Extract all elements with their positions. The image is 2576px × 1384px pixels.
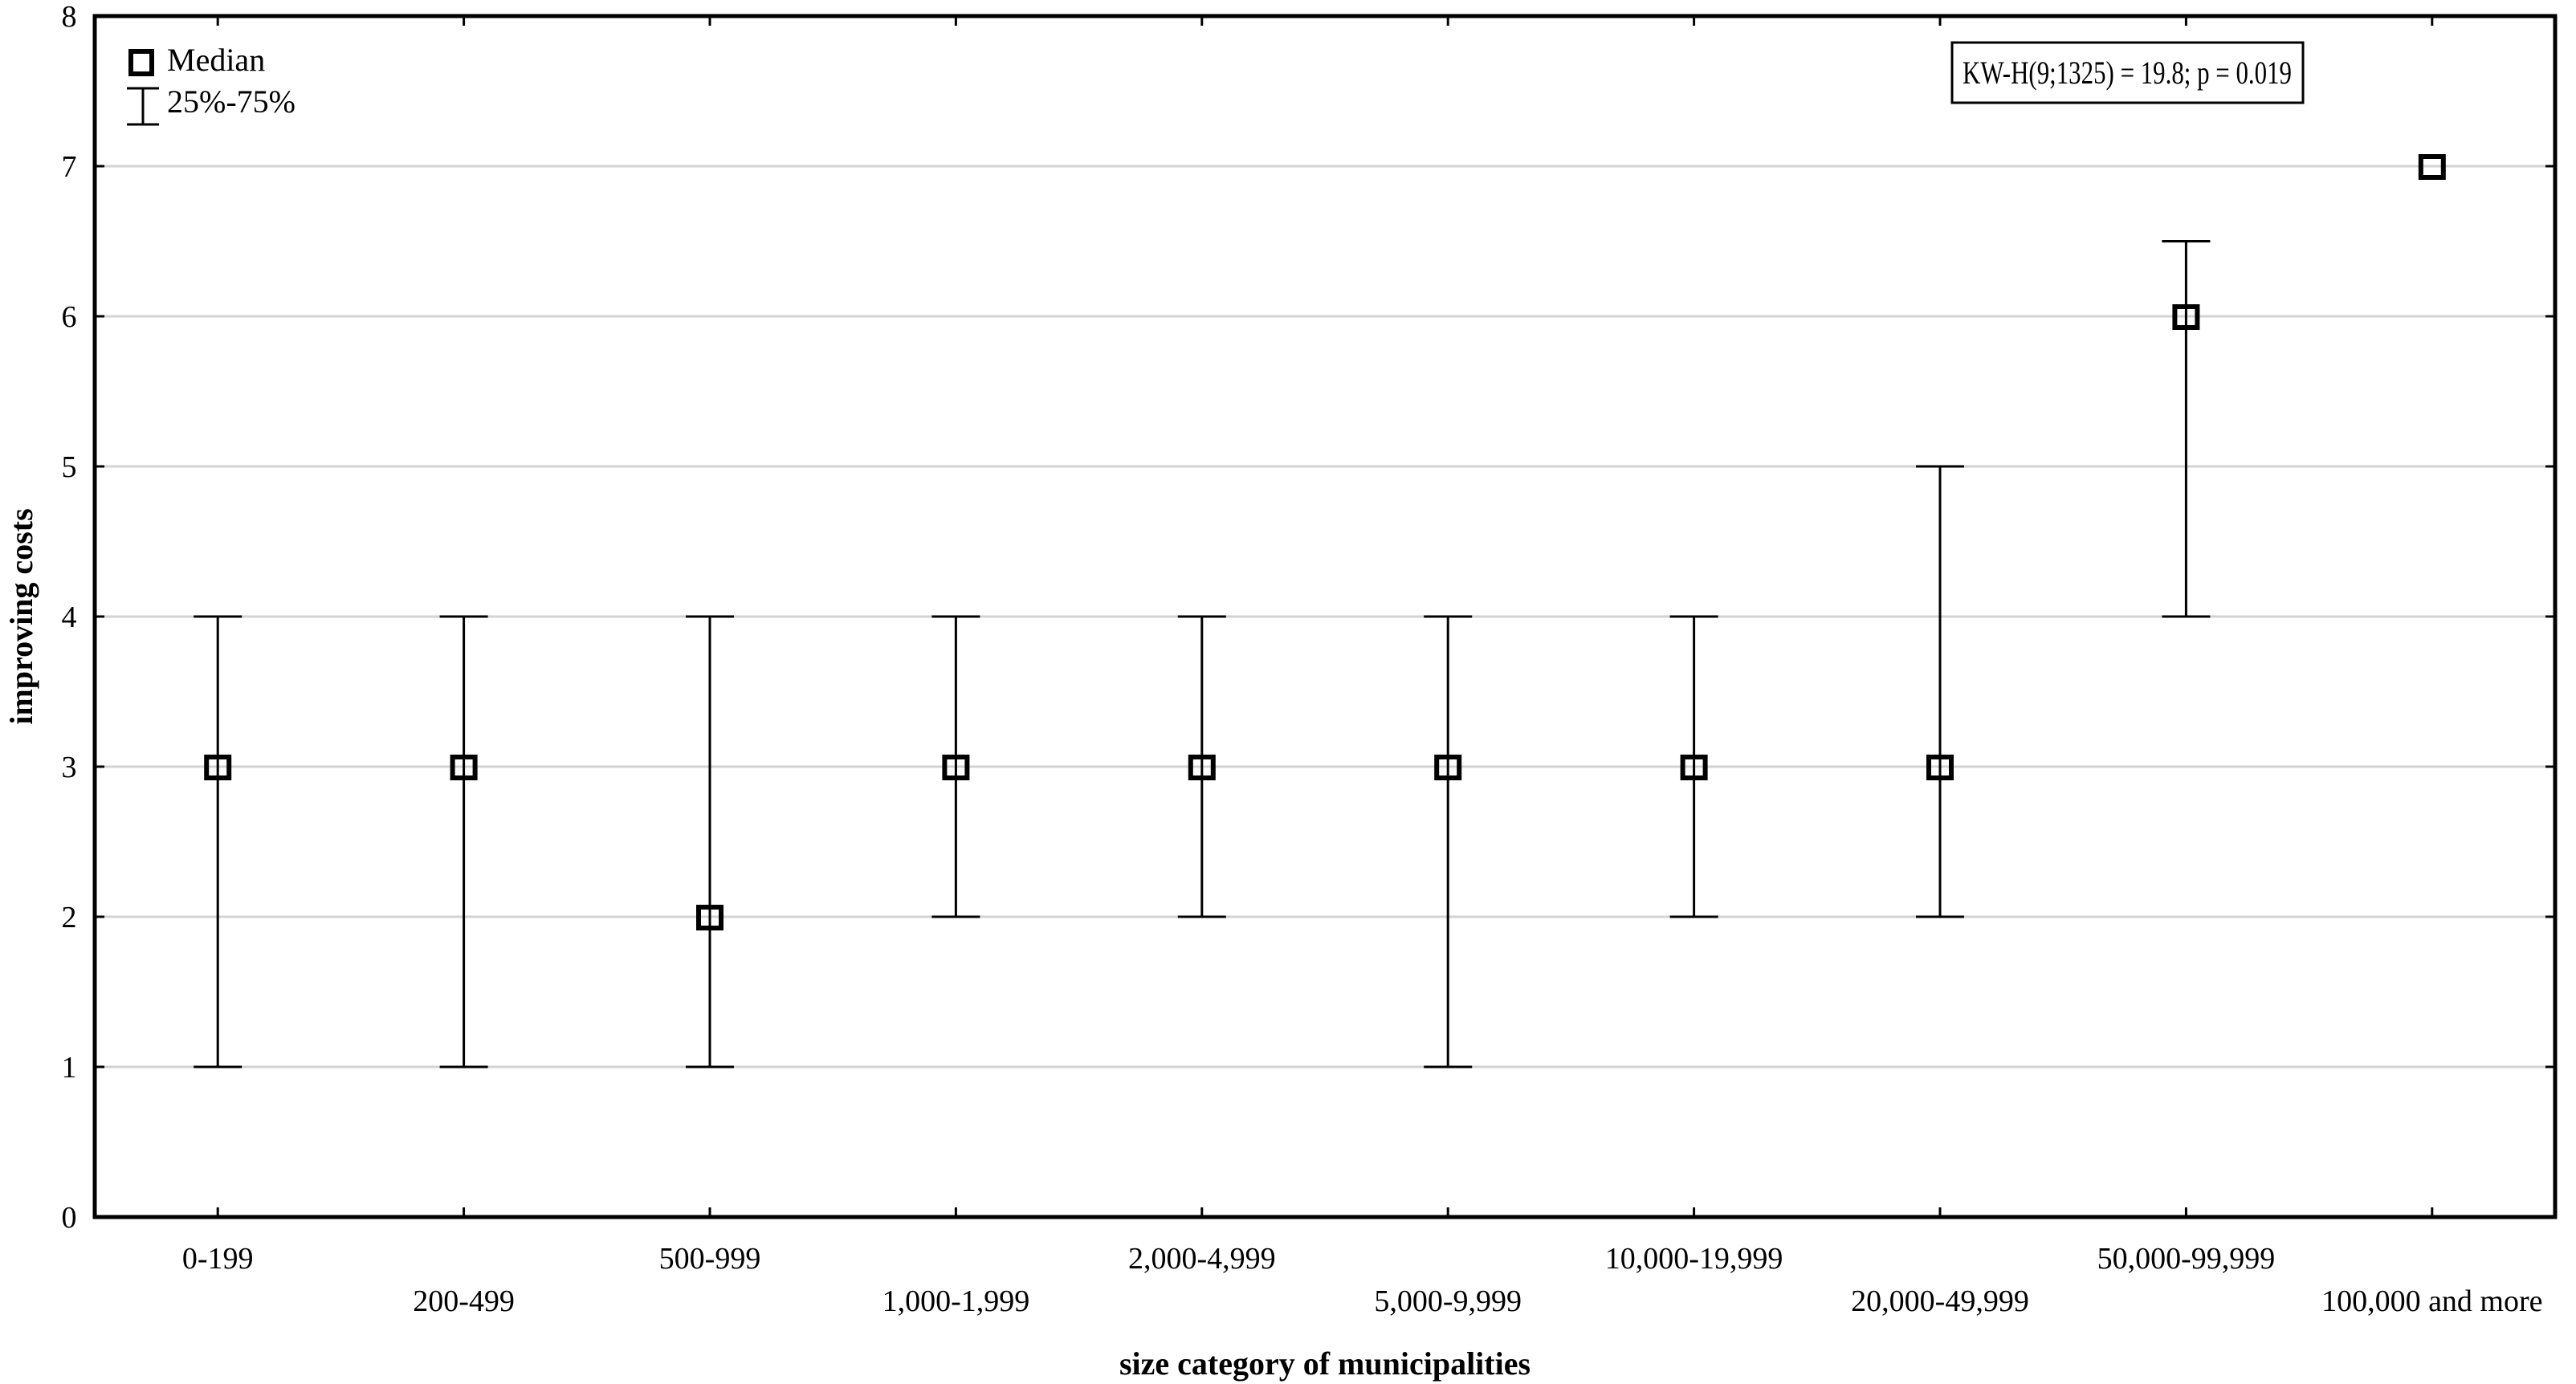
median-range-item — [931, 615, 980, 918]
median-square-icon — [696, 905, 723, 930]
y-tick-label: 0 — [62, 1201, 77, 1235]
median-square-icon — [450, 755, 478, 780]
legend: Median 25%-75% — [127, 42, 296, 126]
x-tick-label: 200-499 — [413, 1284, 515, 1318]
median-square-icon — [128, 49, 154, 76]
median-range-item — [439, 615, 488, 1069]
y-tick-label: 5 — [62, 450, 77, 484]
whisker-range-icon — [127, 87, 159, 126]
median-square-icon — [2418, 154, 2446, 180]
median-range-item — [1916, 465, 1964, 918]
x-tick-label: 500-999 — [659, 1242, 761, 1276]
median-range-item — [194, 615, 243, 1069]
y-tick-label: 7 — [62, 150, 77, 184]
median-square-icon — [2172, 304, 2200, 330]
y-tick-label: 4 — [62, 600, 77, 634]
x-axis-title: size category of municipalities — [1119, 1345, 1531, 1382]
x-axis-ticks: 0-199 200-499 500-999 1,000-1,999 2,000-4,99… — [182, 16, 2543, 1318]
x-tick-label: 2,000-4,999 — [1128, 1242, 1276, 1276]
median-range-item — [1177, 615, 1226, 918]
x-tick-label: 0-199 — [182, 1242, 254, 1276]
median-square-icon — [1434, 755, 1462, 780]
y-tick-label: 3 — [62, 751, 77, 784]
median-range-item — [2162, 240, 2211, 618]
plot-frame — [92, 14, 2558, 1219]
median-range-item — [686, 615, 734, 1069]
median-square-icon — [204, 755, 232, 780]
y-axis-title: improving costs — [3, 508, 39, 724]
x-tick-label: 50,000-99,999 — [2097, 1242, 2276, 1276]
median-range-item — [2418, 154, 2446, 180]
legend-median-label: Median — [167, 42, 265, 78]
statistic-annotation-box: KW-H(9;1325) = 19.8; p = 0.019 — [1950, 41, 2305, 104]
legend-range-label: 25%-75% — [167, 83, 296, 120]
x-tick-label: 1,000-1,999 — [882, 1284, 1030, 1318]
kruskal-wallis-annotation: KW-H(9;1325) = 19.8; p = 0.019 — [1963, 55, 2292, 91]
median-square-icon — [1680, 755, 1708, 780]
y-tick-label: 1 — [62, 1051, 77, 1085]
grid-lines — [95, 165, 2555, 1069]
x-tick-label: 100,000 and more — [2321, 1284, 2542, 1318]
median-range-item — [1669, 615, 1718, 918]
y-tick-label: 8 — [62, 0, 77, 34]
x-tick-label: 5,000-9,999 — [1374, 1284, 1522, 1318]
y-tick-label: 2 — [62, 901, 77, 934]
x-tick-label: 10,000-19,999 — [1605, 1242, 1783, 1276]
median-square-icon — [1926, 755, 1954, 780]
median-square-icon — [942, 755, 970, 780]
y-tick-label: 6 — [62, 300, 77, 334]
data-series — [194, 154, 2446, 1069]
median-square-icon — [1188, 755, 1216, 780]
median-range-item — [1424, 615, 1473, 1069]
x-tick-label: 20,000-49,999 — [1851, 1284, 2029, 1318]
